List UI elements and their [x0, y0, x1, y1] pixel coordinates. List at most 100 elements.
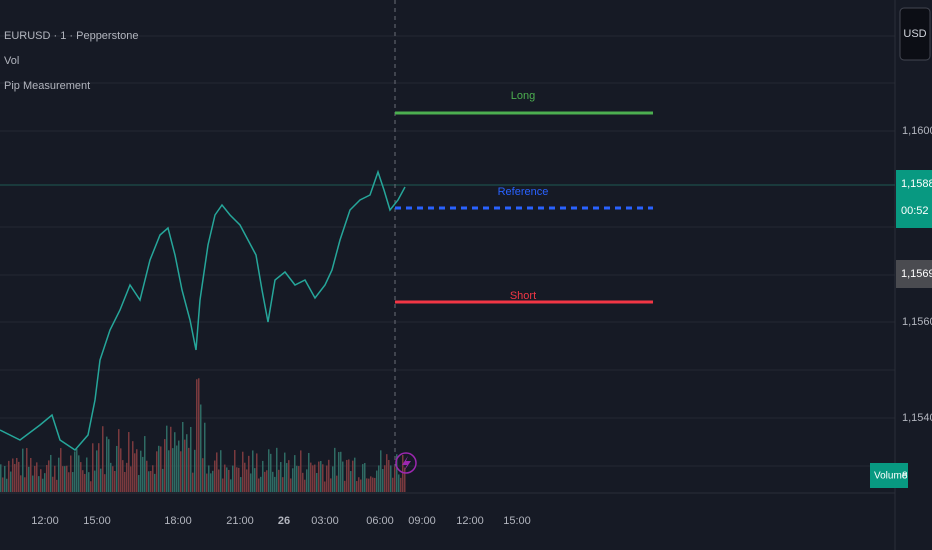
volume-bar: [134, 453, 136, 492]
volume-bar: [368, 478, 370, 492]
price-tick: 1,15600: [902, 316, 932, 328]
volume-bar: [382, 468, 384, 492]
volume-bar: [40, 469, 42, 492]
volume-bar: [384, 465, 386, 492]
volume-bar: [322, 464, 324, 492]
volume-bar: [404, 467, 406, 492]
volume-bar: [336, 475, 338, 492]
volume-bar: [168, 450, 170, 492]
volume-bar: [230, 479, 232, 492]
volume-bar: [344, 480, 346, 492]
price-tick: 1,16000: [902, 125, 932, 137]
volume-bar: [212, 470, 214, 492]
volume-bar: [76, 449, 78, 492]
volume-bar: [156, 451, 158, 492]
volume-bar: [346, 459, 348, 492]
volume-bar: [20, 475, 22, 492]
volume-bar: [34, 465, 36, 492]
grid: [0, 35, 895, 467]
volume-bar: [130, 466, 132, 492]
time-tick: 21:00: [226, 515, 254, 527]
countdown: 00:52: [901, 205, 929, 217]
volume-bar: [82, 470, 84, 492]
volume-bar: [150, 470, 152, 492]
volume-bar: [64, 466, 66, 492]
time-tick: 12:00: [31, 515, 59, 527]
volume-bar: [68, 472, 70, 492]
volume-bar: [178, 440, 180, 492]
volume-bar: [304, 479, 306, 492]
currency-button[interactable]: [899, 7, 931, 61]
volume-bar: [294, 455, 296, 492]
volume-bar: [70, 455, 72, 492]
volume-bar: [54, 465, 56, 492]
volume-bar: [292, 468, 294, 492]
volume-bar: [136, 449, 138, 492]
volume-bar: [226, 467, 228, 492]
volume-bar: [314, 464, 316, 492]
long-label: Long: [511, 90, 535, 102]
volume-bar: [182, 421, 184, 492]
volume-bar: [146, 460, 148, 492]
volume-bar: [16, 457, 18, 492]
volume-bar: [106, 436, 108, 492]
volume-bar: [376, 470, 378, 492]
time-tick: 12:00: [456, 515, 484, 527]
last-price: 1,15887: [901, 178, 932, 190]
volume-bar: [300, 450, 302, 492]
time-tick: 15:00: [503, 515, 531, 527]
volume-bar: [98, 443, 100, 492]
volume-bar: [224, 464, 226, 492]
volume-bar: [356, 481, 358, 492]
indicator-label: Vol: [4, 55, 19, 67]
volume-bar: [194, 449, 196, 492]
volume-bar: [12, 458, 14, 492]
marker-price: 1,15697: [901, 268, 932, 280]
time-tick: 18:00: [164, 515, 192, 527]
volume-bar: [102, 426, 104, 492]
volume-bar: [234, 449, 236, 492]
volume-badge: [870, 463, 908, 488]
volume-bar: [6, 478, 8, 492]
volume-bar: [378, 465, 380, 492]
volume-bar: [104, 474, 106, 492]
volume-bar: [8, 460, 10, 492]
volume-bar: [174, 432, 176, 492]
volume-bar: [262, 460, 264, 492]
volume-bar: [332, 466, 334, 492]
time-tick: 15:00: [83, 515, 111, 527]
volume-bar: [110, 462, 112, 492]
volume-bar: [108, 439, 110, 492]
volume-bar: [246, 469, 248, 492]
volume-bar: [324, 481, 326, 492]
volume-bar: [120, 448, 122, 492]
price-tick: 1,15400: [902, 412, 932, 424]
volume-bar: [316, 473, 318, 492]
volume-bar: [298, 466, 300, 492]
volume-bar: [352, 460, 354, 492]
volume-bar: [154, 473, 156, 492]
volume-bar: [366, 478, 368, 492]
volume-bar: [30, 457, 32, 492]
volume-bar: [170, 426, 172, 492]
volume-bar: [172, 448, 174, 492]
lightning-icon[interactable]: [395, 452, 417, 474]
volume-bar: [86, 457, 88, 492]
volume-bar: [240, 477, 242, 492]
volume-bar: [74, 451, 76, 492]
volume-bar: [208, 465, 210, 492]
volume-bar: [24, 477, 26, 492]
volume-bar: [274, 476, 276, 492]
volume-bar: [128, 432, 130, 492]
volume-bar: [342, 461, 344, 492]
indicator-label: Pip Measurement: [4, 80, 90, 92]
volume-bar: [80, 462, 82, 492]
volume-bar: [60, 448, 62, 492]
volume-bar: [388, 459, 390, 492]
volume-bar: [290, 478, 292, 492]
volume-bar: [354, 457, 356, 492]
volume-bar: [112, 466, 114, 492]
volume-bar: [44, 473, 46, 492]
